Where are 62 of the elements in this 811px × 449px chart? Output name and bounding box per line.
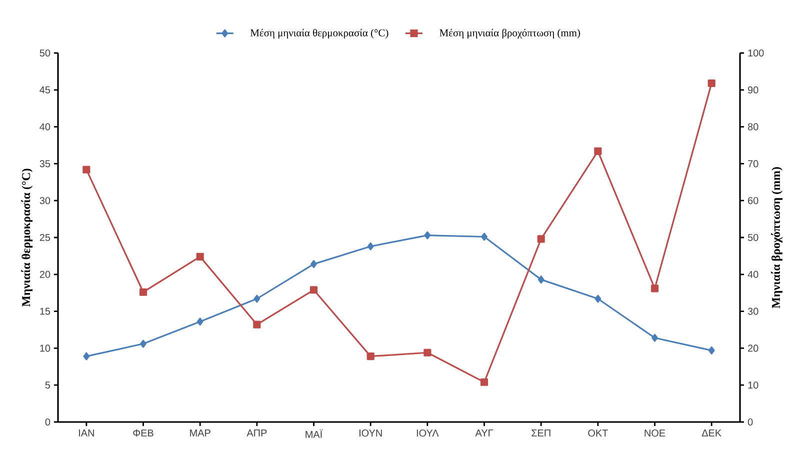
y-tick-label: 50 (40, 49, 50, 57)
y2-tick-label: 50 (748, 234, 758, 242)
y2-tick-label: 0 (748, 418, 753, 426)
y-tick-label: 20 (40, 270, 50, 278)
point (253, 320, 261, 328)
y-tick-label: 0 (45, 418, 50, 426)
y-tick-label: 15 (40, 308, 50, 315)
y2-tick-label: 30 (748, 308, 758, 315)
point (424, 348, 432, 356)
y2-tick-label: 10 (748, 382, 758, 389)
point (310, 286, 318, 294)
y-tick-label: 10 (40, 344, 50, 352)
point (538, 276, 544, 284)
x-tick-label: ΟΚΤ (588, 430, 608, 437)
y2-tick-label: 80 (748, 123, 758, 130)
x-tick-label: ΦΕΒ (133, 430, 154, 436)
y2-tick-label: 60 (748, 197, 758, 204)
x-tick-label: ΙΑΝ (79, 430, 94, 436)
legend-label: Μέση μηνιαία θερμοκρασία (°C) (250, 28, 388, 38)
legend-label: Μέση μηνιαία βροχόπτωση (mm) (440, 28, 580, 38)
point (537, 235, 545, 243)
point (367, 242, 374, 250)
x-tick-label: ΝΟΕ (644, 430, 666, 437)
point (424, 231, 431, 240)
point (310, 260, 317, 268)
y2-tick-label: 90 (748, 86, 758, 94)
x-tick-label: ΔΕΚ (702, 430, 722, 436)
y-tick-label: 35 (40, 160, 50, 168)
y-tick-label: 5 (45, 382, 50, 389)
y2-axis-title: Μηνιαία βροχόπτωση (mm) (770, 167, 782, 308)
y-tick-label: 40 (40, 123, 50, 130)
y-tick-label: 25 (40, 234, 50, 242)
point (254, 294, 260, 303)
y-tick-label: 45 (40, 86, 50, 94)
point (82, 166, 90, 174)
x-tick-label: ΑΥΓ (475, 430, 494, 436)
point (594, 147, 602, 155)
point (481, 232, 488, 241)
x-tick-label: ΑΠΡ (246, 430, 267, 436)
point (196, 318, 204, 326)
point (594, 294, 602, 303)
point (140, 340, 146, 348)
y2-tick-label: 20 (748, 344, 758, 352)
point (652, 334, 658, 342)
point (83, 352, 90, 360)
x-tick-label: ΣΕΠ (532, 430, 550, 436)
x-tick-label: ΙΟΥΛ (416, 430, 439, 437)
point (196, 252, 204, 260)
point (366, 352, 374, 360)
y2-tick-label: 70 (748, 160, 758, 168)
x-tick-label: ΜΑΪ (306, 430, 323, 438)
x-tick-label: ΜΑΡ (190, 430, 210, 436)
point (708, 79, 716, 88)
point (650, 284, 659, 292)
point (480, 378, 488, 386)
x-tick-label: ΙΟΥΝ (359, 430, 382, 437)
y2-tick-label: 100 (748, 49, 764, 57)
y-tick-label: 30 (40, 197, 50, 204)
point (708, 346, 715, 354)
point (139, 288, 148, 296)
y-axis-title: Μηνιαία θερμοκρασία (°C) (21, 168, 33, 307)
y2-tick-label: 40 (748, 270, 758, 278)
